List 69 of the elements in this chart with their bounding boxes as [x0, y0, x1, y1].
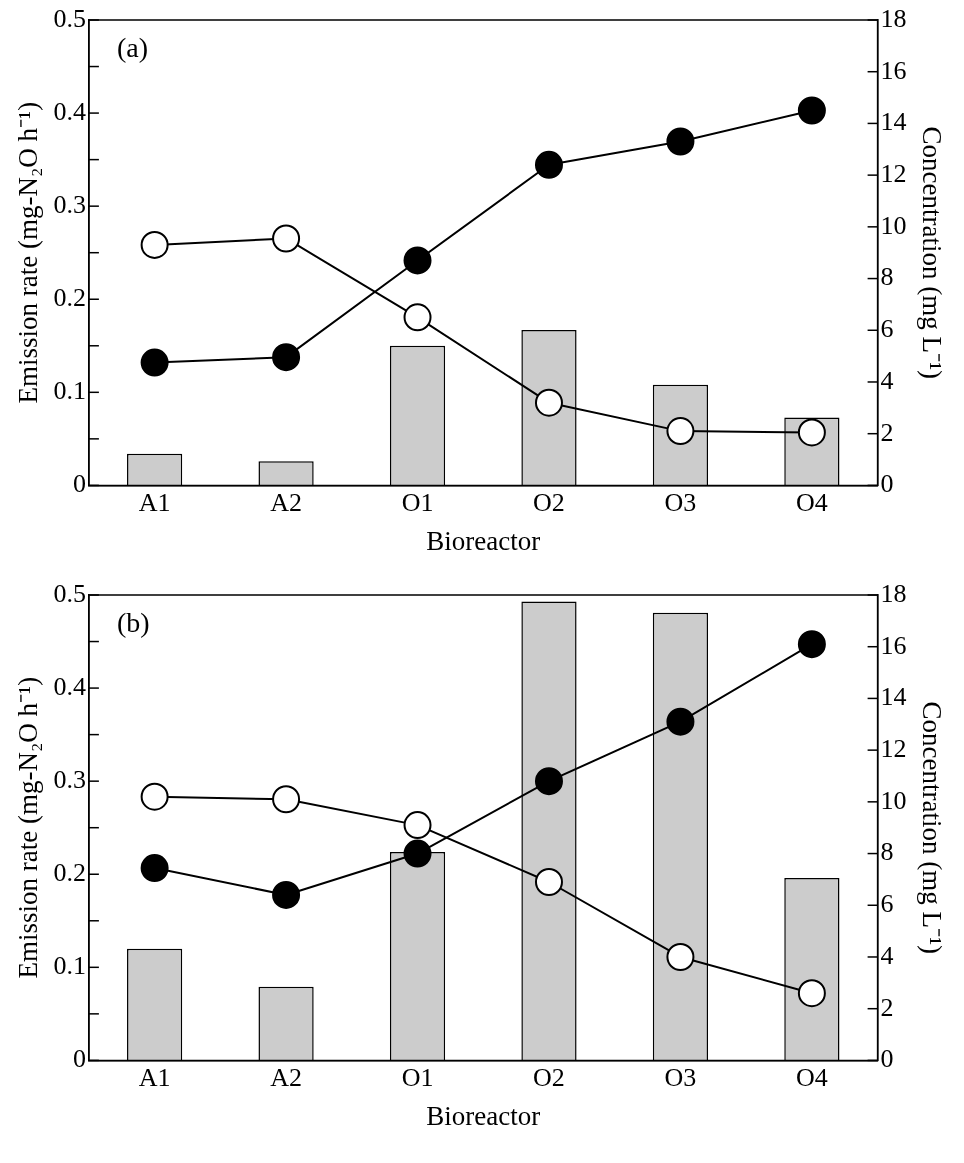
y2-tick-label: 8	[880, 262, 894, 292]
point	[403, 246, 432, 275]
x-tick-label: A2	[270, 1062, 302, 1092]
y2-tick-label: 12	[880, 733, 907, 763]
y2-tick-label: 8	[880, 837, 894, 867]
y-axis-title: Emission rate (mg-N₂O h⁻¹)	[13, 101, 44, 404]
point	[140, 854, 169, 883]
point	[272, 880, 301, 909]
y2-tick-label: 6	[880, 889, 894, 919]
point	[797, 96, 826, 125]
point	[534, 868, 563, 896]
point	[403, 839, 432, 868]
x-tick-label: O4	[795, 487, 828, 517]
y-tick-label: 0.4	[53, 671, 86, 701]
y2-tick-label: 0	[880, 1044, 894, 1074]
point	[666, 942, 695, 971]
point	[534, 150, 563, 179]
x-tick-label: O1	[401, 1062, 434, 1092]
x-tick-label: O3	[664, 487, 697, 517]
point	[140, 348, 169, 377]
point	[666, 707, 695, 736]
y-tick-label: 0.2	[53, 858, 86, 888]
y2-tick-label: 18	[880, 3, 907, 33]
point	[797, 418, 826, 447]
point	[534, 767, 563, 796]
y2-tick-label: 14	[880, 682, 907, 712]
y2-tick-label: 10	[880, 785, 907, 815]
y-tick-label: 0.3	[53, 764, 86, 794]
x-tick-label: A1	[138, 1062, 171, 1092]
y-tick-label: 0	[72, 469, 86, 499]
y2-tick-label: 4	[880, 365, 894, 395]
y2-tick-label: 4	[880, 940, 894, 970]
y-axis-title: Emission rate (mg-N₂O h⁻¹)	[13, 676, 44, 979]
y-tick-label: 0.4	[53, 96, 86, 126]
y-tick-label: 0.5	[53, 3, 86, 33]
y2-axis-title: Concentration (mg L⁻¹)	[916, 126, 947, 379]
x-axis-title: Bioreactor	[426, 525, 541, 556]
annotation: (b)	[116, 607, 150, 639]
y-tick-label: 0.1	[53, 951, 86, 981]
y2-tick-label: 16	[880, 630, 907, 660]
y2-tick-label: 6	[880, 314, 894, 344]
x-tick-label: A2	[270, 487, 302, 517]
x-tick-label: O1	[401, 487, 434, 517]
y-tick-label: 0.3	[53, 189, 86, 219]
point	[797, 979, 826, 1008]
point	[666, 127, 695, 156]
x-tick-label: O2	[533, 487, 565, 517]
point	[272, 343, 301, 372]
x-tick-label: O2	[533, 1062, 565, 1092]
annotation: (a)	[116, 32, 148, 64]
y2-tick-label: 2	[880, 992, 894, 1022]
y-tick-label: 0.5	[53, 578, 86, 608]
y2-tick-label: 10	[880, 210, 907, 240]
y-tick-label: 0.2	[53, 283, 86, 313]
y2-tick-label: 2	[880, 417, 894, 447]
y2-tick-label: 16	[880, 55, 907, 85]
y2-axis-title: Concentration (mg L⁻¹)	[916, 701, 947, 954]
y-tick-label: 0	[72, 1044, 86, 1074]
y2-tick-label: 12	[880, 158, 907, 188]
y2-tick-label: 0	[880, 469, 894, 499]
x-tick-label: O3	[664, 1062, 697, 1092]
point	[534, 388, 563, 417]
y-tick-label: 0.1	[53, 376, 86, 406]
x-tick-label: O4	[795, 1062, 828, 1092]
point	[797, 630, 826, 659]
y2-tick-label: 18	[880, 578, 907, 608]
x-axis-title: Bioreactor	[426, 1100, 541, 1131]
x-tick-label: A1	[138, 487, 171, 517]
y2-tick-label: 14	[880, 107, 907, 137]
